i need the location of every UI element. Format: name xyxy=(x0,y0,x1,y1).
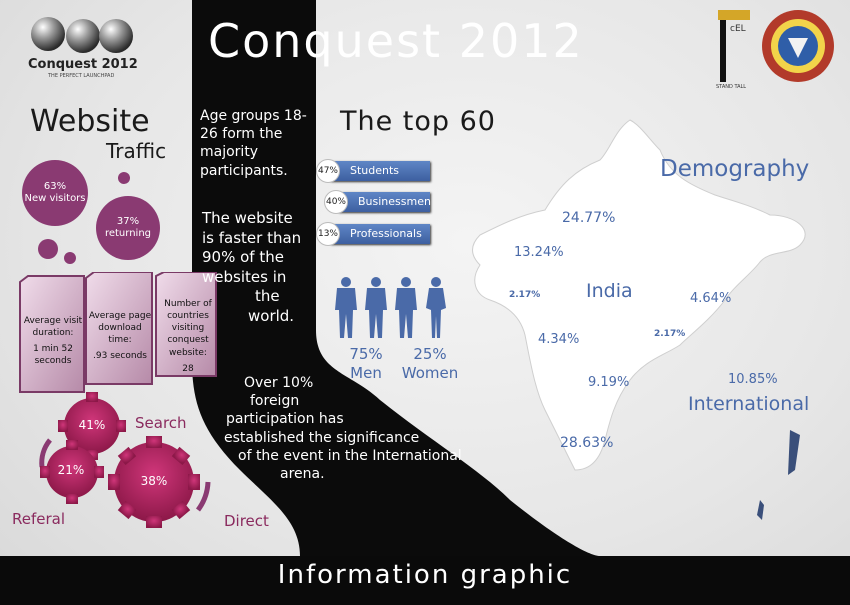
traffic-heading: Website xyxy=(30,104,150,139)
demography-value: 2.17% xyxy=(509,290,541,300)
people-icons xyxy=(335,277,446,338)
demography-value: 10.85% xyxy=(728,372,778,387)
footer-text: Information graphic xyxy=(277,560,573,590)
speed-line: 90% of the xyxy=(202,248,284,266)
page-title: Conquest 2012 xyxy=(208,14,584,68)
students-bar: Students xyxy=(330,161,430,181)
india-label: India xyxy=(586,280,633,302)
traffic-subheading: Traffic xyxy=(106,139,167,163)
women-label: Women xyxy=(401,364,459,382)
returning-pct: 37% xyxy=(116,216,140,227)
speed-line: world. xyxy=(248,306,295,325)
visit-duration-label: Average visit duration: xyxy=(23,316,83,339)
demography-value: 13.24% xyxy=(514,245,564,260)
countries-box: Number of countries visiting conquest we… xyxy=(158,298,218,375)
dot-decoration xyxy=(64,252,76,264)
speed-line: The website xyxy=(202,209,293,227)
age-group-text: Age groups 18-26 form the majority parti… xyxy=(200,108,307,179)
new-visitors-bubble: 63% New visitors xyxy=(22,160,88,226)
footer-bar xyxy=(0,556,850,605)
foreign-line: foreign xyxy=(250,393,300,410)
spheres-icon xyxy=(31,17,133,53)
returning-bubble: 37% returning xyxy=(96,196,160,260)
countries-label: Number of countries visiting conquest we… xyxy=(164,299,212,358)
download-time-value: .93 seconds xyxy=(93,351,147,362)
demography-value: 4.34% xyxy=(538,332,580,347)
demography-value: 24.77% xyxy=(562,210,616,226)
businessmen-pct: 40% xyxy=(324,190,348,214)
foreign-line: of the event in the International xyxy=(238,447,462,464)
businessmen-label: Businessmen xyxy=(358,195,431,208)
students-label: Students xyxy=(350,164,400,177)
new-visitors-label: New visitors xyxy=(24,193,86,204)
foreign-text: Over 10% foreign participation has estab… xyxy=(222,374,462,483)
visit-duration-value: 1 min 52 seconds xyxy=(33,344,73,367)
men-pct: 75% xyxy=(349,345,383,363)
professionals-pct: 13% xyxy=(316,222,340,246)
conquest-logo: Conquest 2012 THE PERFECT LAUNCHPAD xyxy=(28,14,138,79)
referal-pct: 21% xyxy=(57,463,85,477)
cel-logo: cEL STAND TALL xyxy=(716,10,752,90)
logo-wordmark: Conquest 2012 xyxy=(28,57,138,72)
speed-line: websites in xyxy=(202,267,287,286)
women-pct: 25% xyxy=(413,345,447,363)
speed-line: the xyxy=(255,287,280,305)
demography-value: 9.19% xyxy=(588,375,630,390)
new-visitors-pct: 63% xyxy=(43,181,67,192)
referal-label: Referal xyxy=(12,510,66,528)
man-icon xyxy=(335,277,357,338)
cel-badge: cEL xyxy=(730,24,746,34)
businessmen-bar: Businessmen xyxy=(338,192,431,212)
download-time-box: Average page download time: .93 seconds xyxy=(88,310,152,363)
professionals-label: Professionals xyxy=(350,227,422,240)
dot-decoration xyxy=(118,172,130,184)
search-pct: 41% xyxy=(78,418,106,432)
man-icon xyxy=(365,277,387,338)
returning-label: returning xyxy=(104,228,152,239)
gears-icon xyxy=(39,392,211,528)
demography-value: 2.17% xyxy=(654,329,686,339)
demography-value: 4.64% xyxy=(690,291,732,306)
foreign-line: established the significance xyxy=(224,429,420,446)
institute-seal-icon xyxy=(762,10,834,82)
professionals-bar: Professionals xyxy=(330,224,430,244)
foreign-line: Over 10% xyxy=(244,375,314,391)
men-label: Men xyxy=(350,364,382,382)
foreign-line: participation has xyxy=(226,411,344,428)
speed-line: is faster than xyxy=(202,228,302,247)
students-pct: 47% xyxy=(316,159,340,183)
speed-text: The website is faster than 90% of the we… xyxy=(200,209,301,326)
traffic-boxes-shape xyxy=(19,272,217,393)
demography-value: 28.63% xyxy=(560,435,614,451)
direct-pct: 38% xyxy=(140,474,168,488)
countries-value: 28 xyxy=(182,363,194,374)
direct-label: Direct xyxy=(224,512,269,530)
dot-decoration xyxy=(38,239,58,259)
download-time-label: Average page download time: xyxy=(88,311,152,346)
woman-icon xyxy=(426,277,446,338)
logo-tagline: THE PERFECT LAUNCHPAD xyxy=(48,73,115,79)
top60-heading: The top 60 xyxy=(340,106,496,137)
cel-tagline: STAND TALL xyxy=(716,84,747,90)
man-icon xyxy=(395,277,417,338)
visit-duration-box: Average visit duration: 1 min 52 seconds xyxy=(22,315,84,368)
search-label: Search xyxy=(135,414,187,432)
foreign-line: arena. xyxy=(280,465,325,482)
international-label: International xyxy=(688,393,810,415)
demography-heading: Demography xyxy=(660,156,810,182)
